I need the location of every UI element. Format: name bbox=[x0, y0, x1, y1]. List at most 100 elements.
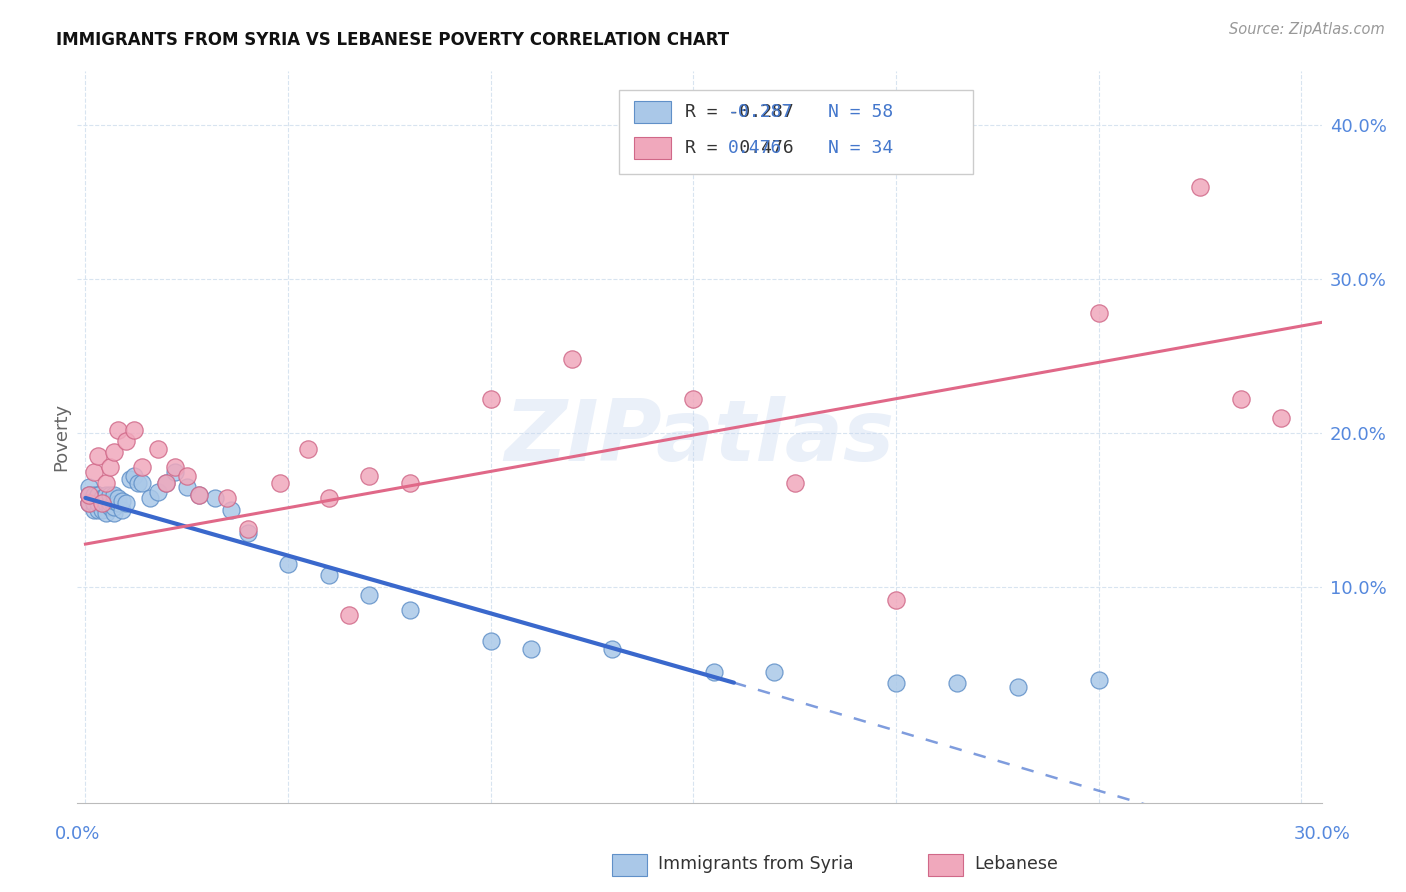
Y-axis label: Poverty: Poverty bbox=[52, 403, 70, 471]
Point bbox=[163, 465, 186, 479]
Point bbox=[884, 592, 907, 607]
Point bbox=[520, 641, 543, 656]
Point bbox=[398, 603, 420, 617]
Point bbox=[561, 352, 583, 367]
Point bbox=[783, 475, 806, 490]
Text: N = 58: N = 58 bbox=[828, 103, 893, 120]
Point bbox=[94, 475, 117, 490]
Point bbox=[83, 495, 105, 509]
Point bbox=[107, 495, 129, 509]
Point bbox=[204, 491, 226, 505]
Point bbox=[139, 491, 162, 505]
Point bbox=[103, 500, 125, 515]
Point bbox=[297, 442, 319, 456]
Point bbox=[98, 460, 121, 475]
Point bbox=[79, 488, 101, 502]
Point bbox=[103, 444, 125, 458]
Point bbox=[703, 665, 725, 679]
Point bbox=[83, 465, 105, 479]
Point bbox=[86, 488, 108, 502]
Text: Immigrants from Syria: Immigrants from Syria bbox=[658, 855, 853, 873]
Point bbox=[1189, 179, 1212, 194]
Point bbox=[98, 500, 121, 515]
Point bbox=[1087, 306, 1109, 320]
Point bbox=[83, 495, 105, 509]
Point bbox=[131, 475, 153, 490]
Point bbox=[148, 442, 170, 456]
Point bbox=[221, 503, 243, 517]
Point bbox=[98, 495, 121, 509]
Point bbox=[1087, 673, 1109, 687]
Text: 0.0%: 0.0% bbox=[55, 825, 100, 843]
Point bbox=[1229, 392, 1251, 407]
Text: Lebanese: Lebanese bbox=[974, 855, 1059, 873]
Point bbox=[148, 484, 170, 499]
Point bbox=[602, 641, 624, 656]
Point bbox=[122, 469, 145, 483]
FancyBboxPatch shape bbox=[634, 101, 671, 122]
Point bbox=[163, 460, 186, 475]
Point bbox=[1270, 410, 1292, 425]
Point bbox=[90, 491, 112, 505]
Point bbox=[83, 488, 105, 502]
Point bbox=[79, 480, 101, 494]
Point bbox=[884, 675, 907, 690]
Point bbox=[269, 475, 291, 490]
Point bbox=[122, 423, 145, 437]
Point bbox=[107, 423, 129, 437]
Point bbox=[90, 495, 112, 509]
Point bbox=[946, 675, 969, 690]
Text: R =  0.476: R = 0.476 bbox=[685, 139, 793, 157]
Text: Source: ZipAtlas.com: Source: ZipAtlas.com bbox=[1229, 22, 1385, 37]
Point bbox=[359, 588, 381, 602]
Point bbox=[111, 494, 134, 508]
Point bbox=[187, 488, 209, 502]
Point bbox=[107, 491, 129, 505]
Point bbox=[118, 472, 141, 486]
Point bbox=[98, 488, 121, 502]
Point bbox=[187, 488, 209, 502]
Point bbox=[83, 503, 105, 517]
Point bbox=[155, 475, 177, 490]
Point bbox=[79, 495, 101, 509]
Point bbox=[94, 488, 117, 502]
Point bbox=[94, 495, 117, 509]
Point bbox=[79, 488, 101, 502]
Point bbox=[86, 495, 108, 509]
Point bbox=[236, 526, 259, 541]
Point bbox=[127, 475, 149, 490]
Point bbox=[1007, 681, 1029, 695]
Point bbox=[86, 450, 108, 464]
Point bbox=[131, 460, 153, 475]
Point bbox=[94, 506, 117, 520]
Point bbox=[318, 491, 340, 505]
Point bbox=[115, 495, 138, 509]
Point bbox=[479, 392, 502, 407]
Text: ZIPatlas: ZIPatlas bbox=[505, 395, 894, 479]
Text: 30.0%: 30.0% bbox=[1294, 825, 1350, 843]
Point bbox=[398, 475, 420, 490]
Point bbox=[217, 491, 239, 505]
Point bbox=[176, 480, 198, 494]
Point bbox=[90, 503, 112, 517]
Point bbox=[79, 495, 101, 509]
Text: IMMIGRANTS FROM SYRIA VS LEBANESE POVERTY CORRELATION CHART: IMMIGRANTS FROM SYRIA VS LEBANESE POVERT… bbox=[56, 31, 730, 49]
Point bbox=[155, 475, 177, 490]
Point bbox=[176, 469, 198, 483]
Point bbox=[763, 665, 786, 679]
Point bbox=[337, 607, 360, 622]
Text: N = 34: N = 34 bbox=[828, 139, 893, 157]
Point bbox=[359, 469, 381, 483]
Point bbox=[682, 392, 704, 407]
Text: 0.476: 0.476 bbox=[728, 139, 783, 157]
Point bbox=[103, 494, 125, 508]
Point bbox=[277, 557, 299, 571]
Point bbox=[115, 434, 138, 448]
Point bbox=[111, 503, 134, 517]
Point bbox=[83, 495, 105, 509]
FancyBboxPatch shape bbox=[634, 137, 671, 159]
Point bbox=[318, 568, 340, 582]
Point bbox=[79, 488, 101, 502]
Point bbox=[86, 488, 108, 502]
Point bbox=[103, 488, 125, 502]
